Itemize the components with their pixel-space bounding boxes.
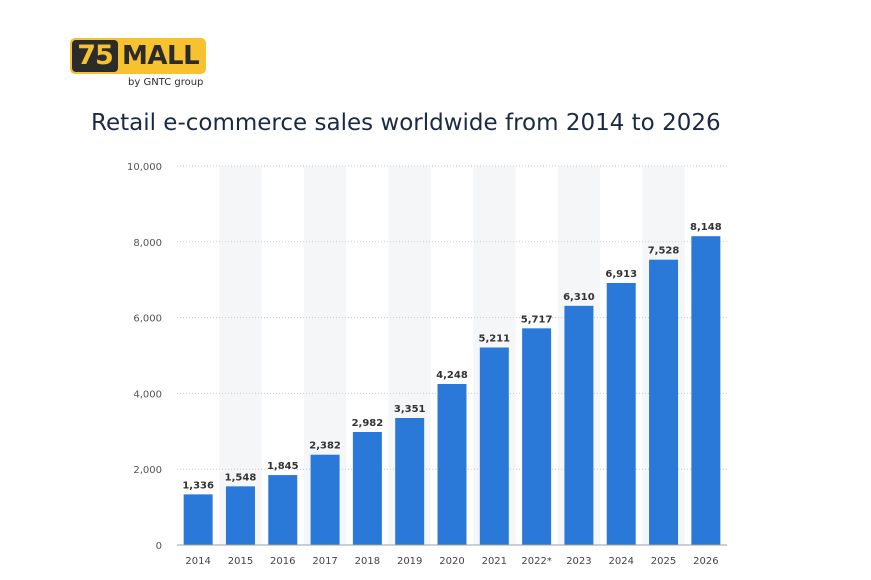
x-tick-label: 2020: [439, 556, 464, 567]
data-label: 6,913: [605, 269, 637, 280]
data-label: 1,336: [182, 480, 214, 491]
data-label: 1,548: [225, 472, 257, 483]
brand-logo: 75 MALL by GNTC group: [70, 38, 210, 94]
bar: [522, 328, 552, 545]
bar: [606, 282, 636, 545]
x-tick-label: 2022*: [521, 556, 551, 567]
bar: [691, 236, 721, 545]
bar: [649, 259, 679, 545]
data-label: 8,148: [690, 222, 722, 233]
data-label: 2,982: [352, 418, 384, 429]
data-label: 4,248: [436, 370, 468, 381]
bar: [352, 431, 382, 545]
logo-word: MALL: [122, 41, 200, 71]
y-tick-label: 8,000: [133, 238, 162, 249]
bar: [437, 384, 467, 545]
data-label: 3,351: [394, 404, 426, 415]
column-stripe: [219, 166, 262, 545]
y-tick-label: 6,000: [133, 314, 162, 325]
x-tick-label: 2017: [312, 556, 337, 567]
x-tick-label: 2026: [693, 556, 718, 567]
y-tick-label: 0: [156, 541, 162, 552]
chart-title: Retail e-commerce sales worldwide from 2…: [91, 110, 721, 136]
y-tick-label: 2,000: [133, 465, 162, 476]
bar: [564, 305, 594, 545]
x-tick-label: 2018: [355, 556, 380, 567]
x-tick-label: 2021: [482, 556, 507, 567]
bar: [310, 454, 340, 545]
x-tick-label: 2024: [609, 556, 634, 567]
x-tick-label: 2019: [397, 556, 422, 567]
bar: [479, 347, 509, 545]
x-tick-label: 2015: [228, 556, 253, 567]
data-label: 5,717: [521, 314, 553, 325]
logo-subtitle: by GNTC group: [128, 77, 204, 88]
bar: [395, 417, 425, 545]
data-label: 5,211: [478, 334, 510, 345]
x-tick-label: 2025: [651, 556, 676, 567]
y-tick-label: 4,000: [133, 389, 162, 400]
x-tick-label: 2016: [270, 556, 295, 567]
logo-badge: 75 MALL: [70, 38, 206, 74]
bar: [225, 486, 255, 545]
bar: [183, 494, 213, 545]
data-label: 6,310: [563, 292, 595, 303]
logo-number: 75: [72, 40, 118, 72]
x-tick-label: 2023: [566, 556, 591, 567]
data-label: 1,845: [267, 461, 299, 472]
bar: [268, 475, 298, 545]
data-label: 2,382: [309, 441, 341, 452]
data-label: 7,528: [648, 246, 680, 257]
y-tick-label: 10,000: [127, 162, 162, 173]
x-tick-label: 2014: [185, 556, 210, 567]
